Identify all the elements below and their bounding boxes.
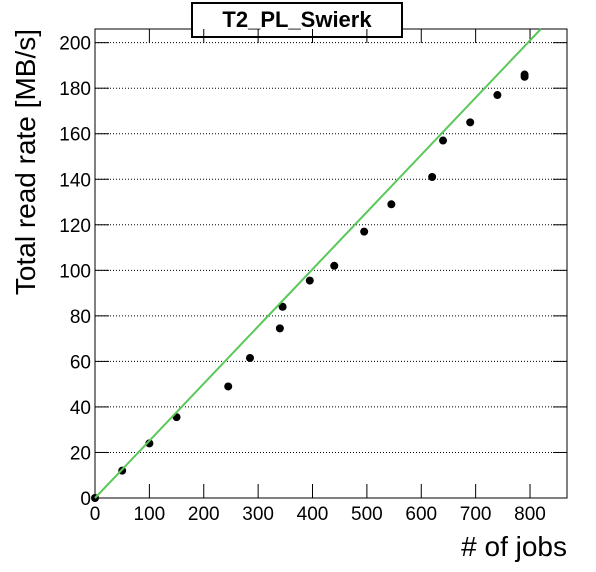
x-tick-label: 600 <box>405 504 437 525</box>
y-tick-label: 100 <box>59 261 91 282</box>
x-tick-label: 0 <box>90 504 101 525</box>
data-point <box>428 172 437 181</box>
x-tick-label: 800 <box>514 504 546 525</box>
data-point <box>278 302 287 311</box>
y-tick-label: 160 <box>59 125 91 146</box>
data-point <box>224 382 233 391</box>
x-tick-label: 300 <box>242 504 274 525</box>
data-point <box>275 324 284 333</box>
y-tick-label: 200 <box>59 34 91 55</box>
data-point <box>439 136 448 145</box>
y-tick-label: 120 <box>59 216 91 237</box>
fit-line <box>94 28 542 499</box>
y-tick-label: 40 <box>70 398 91 419</box>
data-point <box>493 91 502 100</box>
data-point <box>360 227 369 236</box>
data-point <box>520 70 529 79</box>
x-tick-label: 700 <box>460 504 492 525</box>
y-tick-label: 140 <box>59 170 91 191</box>
x-axis-label: # of jobs <box>461 531 567 562</box>
data-point <box>305 276 314 285</box>
y-tick-label: 20 <box>70 443 91 464</box>
y-axis-label: Total read rate [MB/s] <box>10 29 41 295</box>
x-tick-label: 100 <box>134 504 166 525</box>
data-point <box>387 200 396 209</box>
data-point <box>145 439 154 448</box>
y-tick-label: 80 <box>70 307 91 328</box>
x-tick-label: 200 <box>188 504 220 525</box>
x-tick-label: 400 <box>297 504 329 525</box>
y-tick-label: 60 <box>70 352 91 373</box>
chart-title: T2_PL_Swierk <box>222 7 372 32</box>
data-point <box>330 261 339 270</box>
x-tick-label: 500 <box>351 504 383 525</box>
data-point <box>245 353 254 362</box>
y-tick-label: 0 <box>80 489 91 510</box>
data-point <box>466 118 475 127</box>
y-tick-label: 180 <box>59 79 91 100</box>
